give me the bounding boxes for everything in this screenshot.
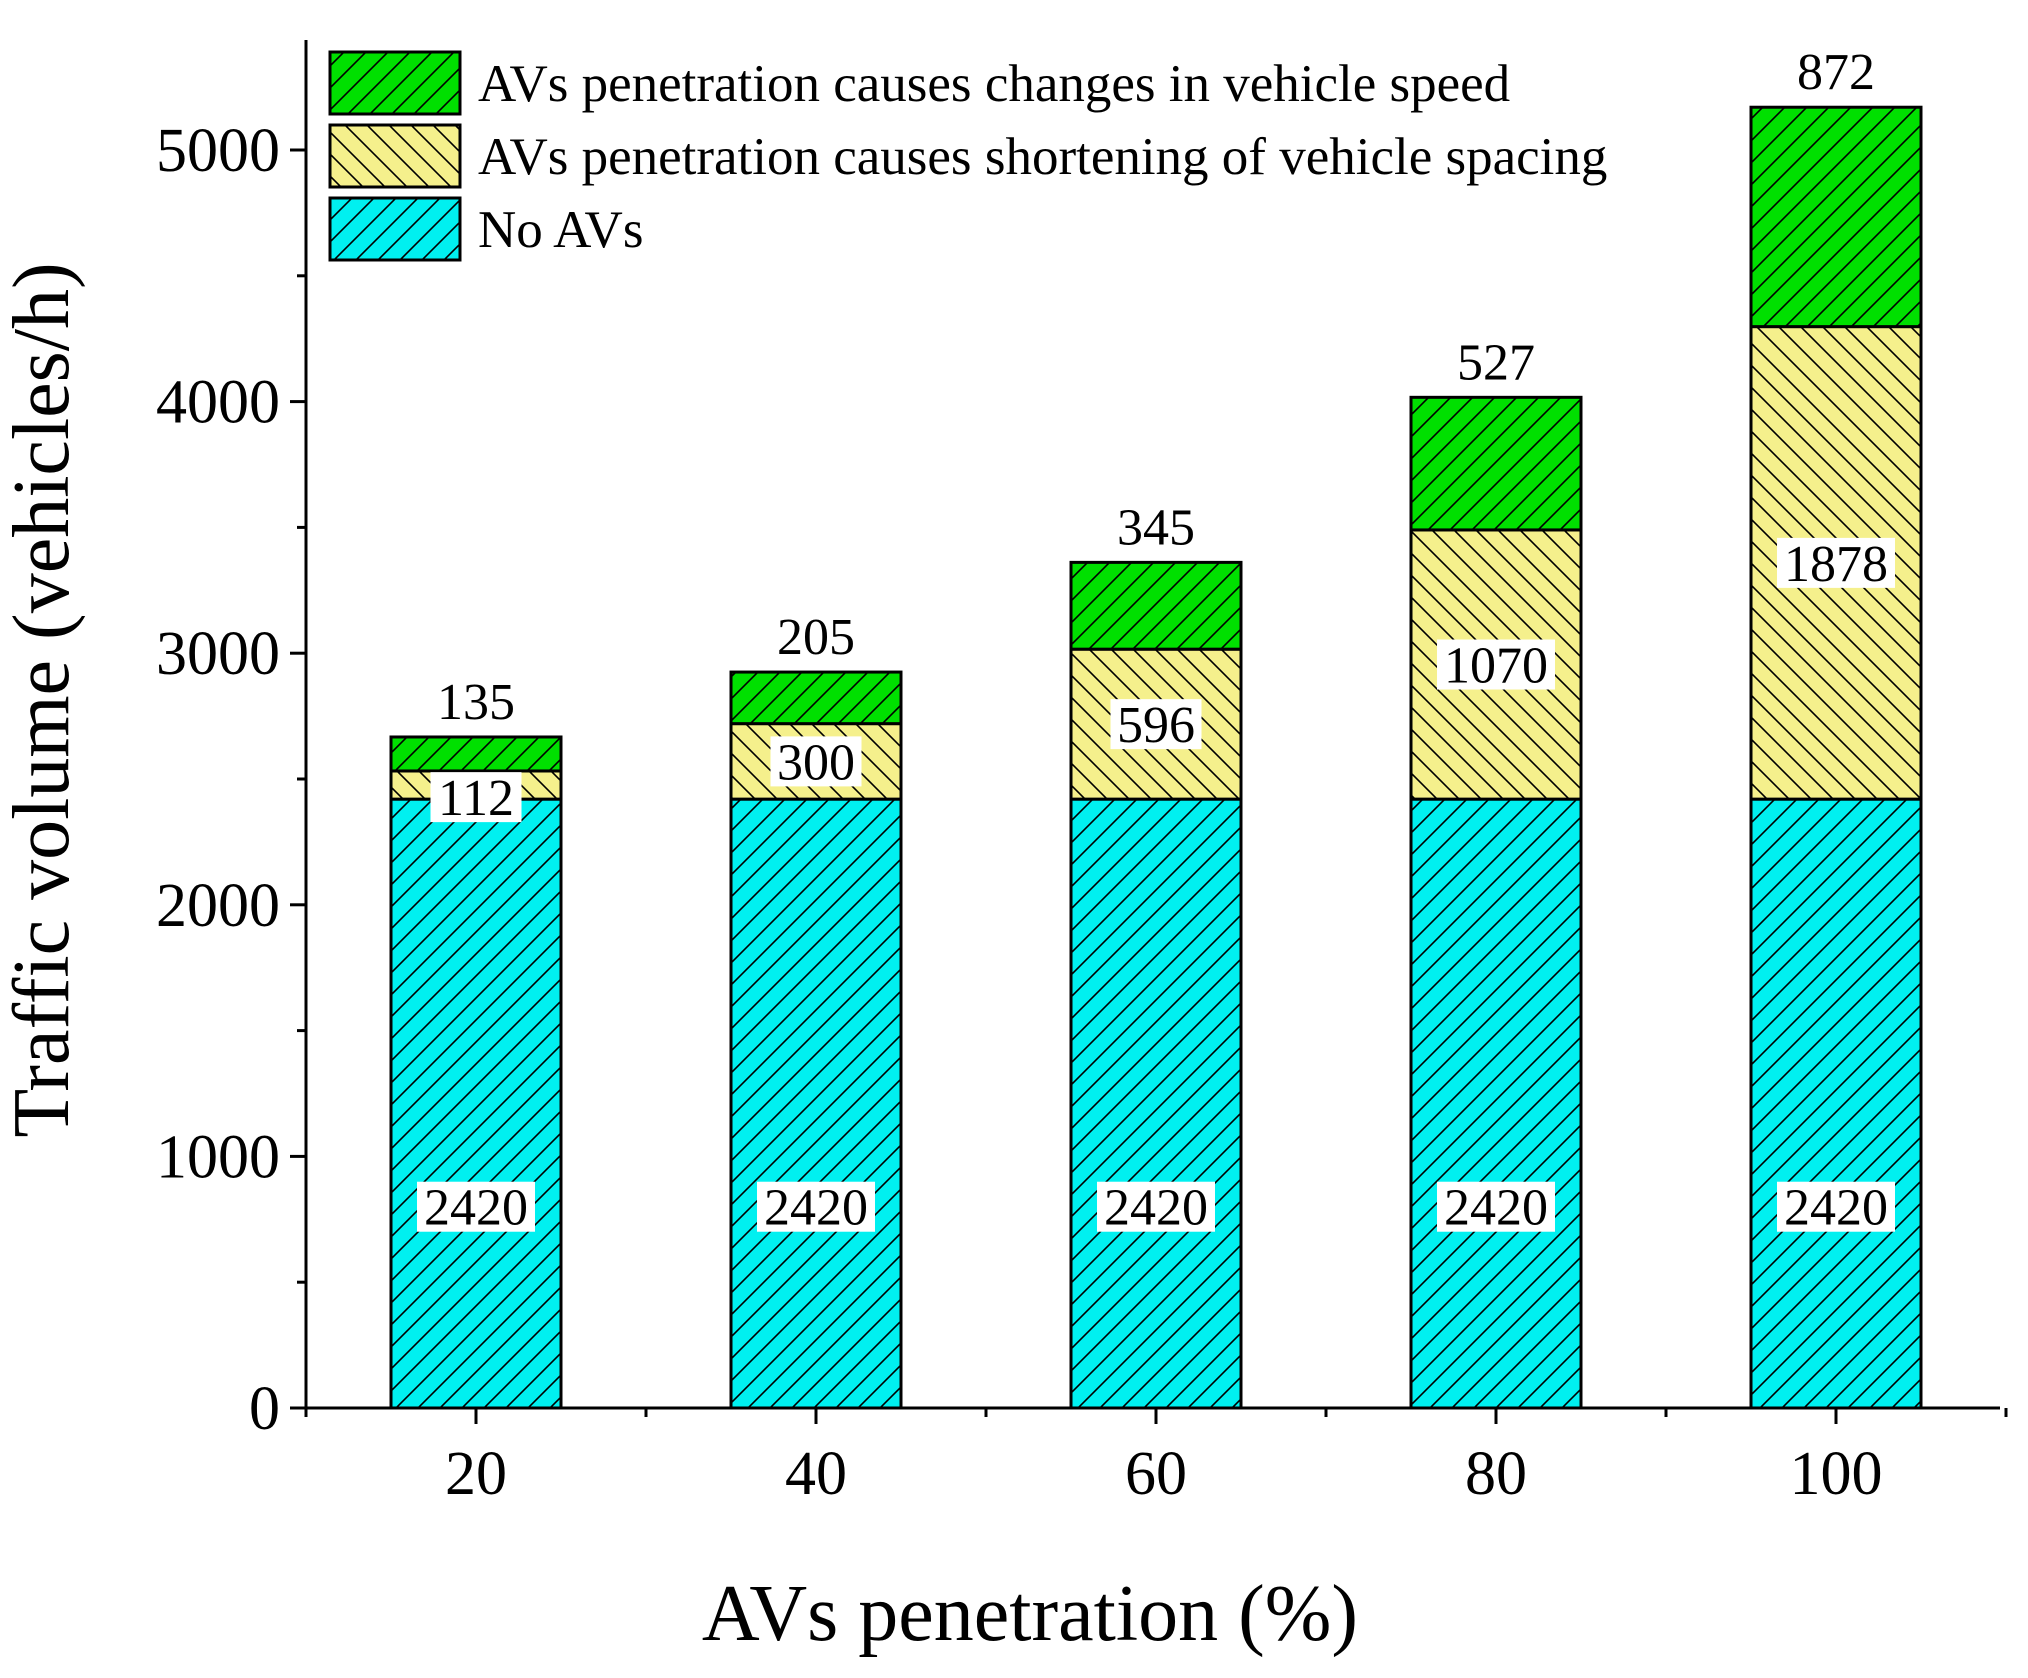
data-label-bg-spacing-20	[430, 772, 522, 823]
data-label-bg-no_avs-60	[1097, 1181, 1215, 1232]
data-label-bg-spacing-40	[770, 736, 862, 787]
x-tick-label-40: 40	[785, 1440, 847, 1508]
legend-label-speed: AVs penetration causes changes in vehicl…	[478, 55, 1510, 113]
y-tick-label-1000: 1000	[156, 1123, 280, 1191]
data-label-bg-spacing-80	[1437, 639, 1555, 690]
bars-layer	[389, 105, 1923, 1410]
data-label-bg-no_avs-80	[1437, 1181, 1555, 1232]
data-label-speed-100: 872	[1797, 44, 1875, 101]
data-label-bg-no_avs-100	[1777, 1181, 1895, 1232]
bar-hatch-speed-80	[1409, 395, 1583, 532]
data-label-bg-spacing-60	[1110, 699, 1202, 750]
y-tick-label-3000: 3000	[156, 620, 280, 688]
data-label-speed-40: 205	[777, 609, 855, 666]
data-label-speed-60: 345	[1117, 499, 1195, 556]
legend-swatch-hatch-speed	[328, 50, 462, 116]
y-tick-label-2000: 2000	[156, 872, 280, 940]
data-label-no_avs-80: 2420	[1444, 1180, 1548, 1237]
bar-hatch-speed-60	[1069, 560, 1243, 651]
data-label-speed-80: 527	[1457, 334, 1535, 391]
data-labels-layer: 2420 112 135 2420 300 205 2420 596 345 2420 1070 52…	[417, 44, 1895, 1237]
legend-swatch-hatch-no_avs	[328, 196, 462, 262]
data-label-spacing-60: 596	[1117, 697, 1195, 754]
x-axis-title: AVs penetration (%)	[702, 1570, 1358, 1658]
data-label-no_avs-40: 2420	[764, 1180, 868, 1237]
data-label-spacing-20: 112	[438, 770, 514, 827]
bar-hatch-speed-100	[1749, 105, 1923, 329]
x-tick-label-20: 20	[445, 1440, 507, 1508]
y-tick-label-0: 0	[249, 1375, 280, 1443]
legend-label-no_avs: No AVs	[478, 201, 643, 259]
data-label-bg-spacing-100	[1777, 537, 1895, 588]
data-label-no_avs-100: 2420	[1784, 1180, 1888, 1237]
data-label-speed-20: 135	[437, 674, 515, 731]
data-label-bg-no_avs-40	[757, 1181, 875, 1232]
bar-hatch-no_avs-20	[389, 797, 563, 1410]
bar-hatch-speed-20	[389, 735, 563, 773]
data-label-spacing-100: 1878	[1784, 536, 1888, 593]
data-label-spacing-80: 1070	[1444, 638, 1548, 695]
data-label-no_avs-20: 2420	[424, 1180, 528, 1237]
y-axis-title: Traffic volume (vehicles/h)	[0, 262, 86, 1137]
data-label-no_avs-60: 2420	[1104, 1180, 1208, 1237]
bar-hatch-no_avs-100	[1749, 797, 1923, 1410]
bar-hatch-no_avs-80	[1409, 797, 1583, 1410]
bar-hatch-no_avs-60	[1069, 797, 1243, 1410]
legend: AVs penetration causes changes in vehicl…	[328, 50, 1607, 262]
y-tick-label-5000: 5000	[156, 117, 280, 185]
axes-layer: 0 1000 2000 3000 4000 5000 20 40 60 80 100	[156, 40, 2008, 1508]
legend-swatch-hatch-spacing	[328, 123, 462, 189]
x-tick-label-60: 60	[1125, 1440, 1187, 1508]
data-label-bg-no_avs-20	[417, 1181, 535, 1232]
bar-hatch-no_avs-40	[729, 797, 903, 1410]
data-label-spacing-40: 300	[777, 734, 855, 791]
y-tick-label-4000: 4000	[156, 369, 280, 437]
x-tick-label-100: 100	[1790, 1440, 1883, 1508]
bar-hatch-speed-40	[729, 670, 903, 726]
legend-label-spacing: AVs penetration causes shortening of veh…	[478, 128, 1607, 186]
x-tick-label-80: 80	[1465, 1440, 1527, 1508]
